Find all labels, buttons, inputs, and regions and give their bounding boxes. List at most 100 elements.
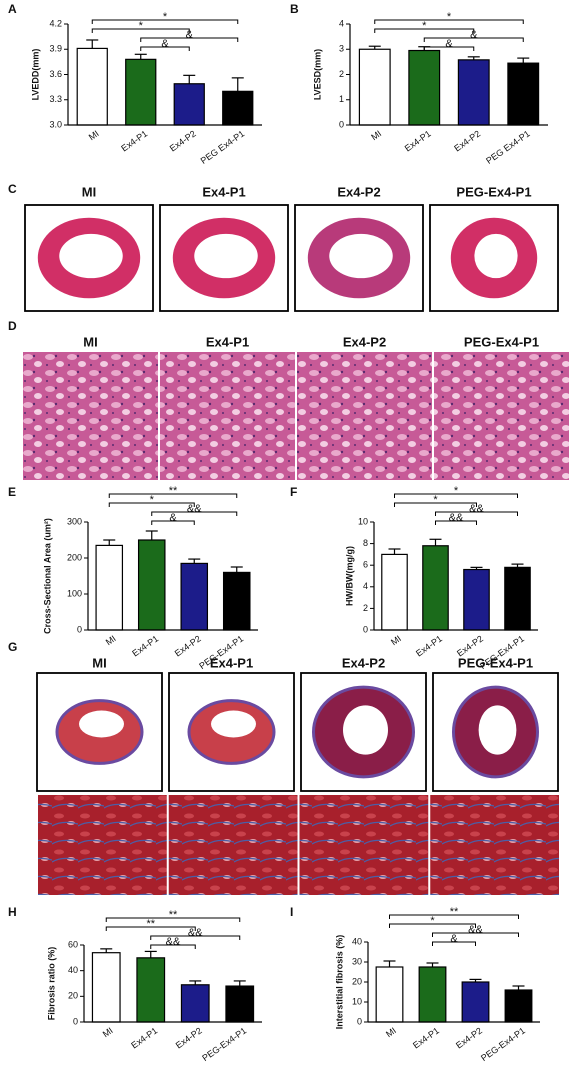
image-label: MI — [82, 184, 96, 199]
bar — [95, 544, 124, 631]
x-tick-label: PEG Ex4-P1 — [484, 128, 532, 165]
significance-bracket — [374, 19, 524, 24]
significance-label: & — [470, 29, 478, 41]
significance-label: * — [163, 11, 168, 23]
image-label: PEG-Ex4-P1 — [464, 334, 539, 349]
significance-label: & — [450, 933, 458, 945]
x-tick-label: Ex4-P1 — [129, 1025, 159, 1050]
y-axis-label: Cross-Sectional Area (um²) — [42, 518, 52, 634]
significance-bracket — [108, 502, 195, 507]
significance-label: * — [422, 20, 427, 32]
panel-letter: A — [8, 2, 17, 16]
y-tick-label: 3.3 — [49, 94, 62, 104]
histology-image — [38, 795, 167, 895]
y-tick-label: 300 — [67, 516, 82, 526]
bar — [137, 539, 166, 631]
y-tick-label: 2 — [363, 603, 368, 613]
y-tick-label: 4 — [363, 581, 368, 591]
histology-image — [299, 795, 429, 895]
bar — [422, 545, 449, 631]
heart-lumen — [478, 705, 517, 755]
panel-letter: B — [290, 2, 299, 16]
bar — [408, 49, 441, 126]
panel-letter: C — [8, 182, 17, 196]
image-label: MI — [92, 655, 106, 670]
x-tick-label: Ex4-P2 — [168, 128, 198, 153]
bar — [125, 58, 157, 126]
significance-label: * — [150, 494, 155, 506]
significance-label: && — [468, 924, 483, 936]
image-label: PEG-Ex4-P1 — [456, 184, 531, 199]
significance-bracket — [151, 511, 238, 516]
significance-label: ** — [146, 918, 155, 930]
panel-letter: I — [290, 905, 293, 919]
bar — [418, 966, 447, 1023]
bar — [222, 90, 254, 126]
x-tick-label: Ex4-P2 — [454, 1025, 484, 1050]
significance-bracket — [394, 493, 518, 498]
significance-label: * — [430, 915, 435, 927]
histology-image — [430, 795, 559, 895]
y-tick-label: 0 — [363, 624, 368, 634]
x-tick-label: Ex4-P2 — [174, 1025, 204, 1050]
y-tick-label: 0 — [357, 1016, 362, 1026]
x-tick-label: MI — [101, 1025, 115, 1039]
heart-lumen — [474, 233, 518, 279]
significance-label: * — [447, 11, 452, 23]
significance-label: ** — [450, 906, 459, 918]
x-tick-label: PEG Ex4-P1 — [199, 128, 247, 165]
bar — [381, 553, 408, 631]
heart-lumen — [343, 705, 388, 755]
x-tick-label: Ex4-P1 — [403, 128, 433, 153]
y-axis-label: LVEDD(mm) — [30, 49, 40, 101]
significance-label: * — [139, 20, 144, 32]
bar — [136, 957, 166, 1023]
y-tick-label: 20 — [352, 976, 362, 986]
significance-bracket — [140, 46, 190, 51]
heart-lumen — [59, 233, 123, 279]
significance-label: && — [469, 503, 484, 515]
y-axis-label: LVESD(mm) — [312, 49, 322, 100]
y-tick-label: 8 — [363, 538, 368, 548]
bar — [504, 566, 531, 631]
bar — [507, 62, 540, 126]
significance-bracket — [91, 19, 239, 24]
y-tick-label: 10 — [352, 996, 362, 1006]
significance-label: & — [186, 29, 194, 41]
significance-label: * — [454, 485, 459, 497]
panel-letter: D — [8, 319, 17, 333]
significance-bracket — [105, 926, 196, 931]
image-label: Ex4-P1 — [206, 334, 249, 349]
y-tick-label: 3 — [339, 44, 344, 54]
image-label: Ex4-P1 — [202, 184, 245, 199]
y-tick-label: 3.6 — [49, 69, 62, 79]
y-axis-label: Fibrosis ratio (%) — [46, 947, 56, 1021]
x-tick-label: Ex4-P1 — [119, 128, 149, 153]
x-tick-label: PEG-Ex4-P1 — [200, 1025, 248, 1063]
y-tick-label: 0 — [339, 119, 344, 129]
significance-bracket — [423, 46, 475, 51]
significance-bracket — [140, 37, 239, 42]
histology-image — [168, 795, 298, 895]
heart-lumen — [79, 710, 124, 738]
significance-label: && — [166, 936, 181, 948]
significance-bracket — [394, 502, 477, 507]
significance-bracket — [432, 941, 476, 946]
x-tick-label: MI — [389, 633, 403, 647]
y-tick-label: 200 — [67, 552, 82, 562]
y-tick-label: 30 — [352, 956, 362, 966]
y-tick-label: 60 — [68, 939, 78, 949]
y-tick-label: 2 — [339, 69, 344, 79]
significance-bracket — [423, 37, 524, 42]
y-tick-label: 20 — [68, 991, 78, 1001]
histology-image — [160, 352, 295, 480]
significance-bracket — [435, 511, 518, 516]
bar — [76, 47, 108, 126]
x-tick-label: MI — [369, 128, 383, 142]
bar — [91, 952, 121, 1023]
image-label: Ex4-P2 — [343, 334, 386, 349]
image-label: Ex4-P1 — [210, 655, 253, 670]
significance-bracket — [150, 944, 196, 949]
histology-image — [434, 352, 569, 480]
